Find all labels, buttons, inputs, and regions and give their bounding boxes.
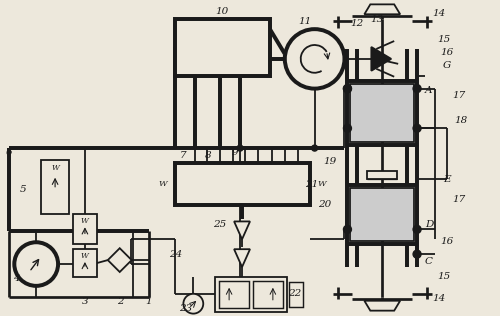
Text: 4: 4 bbox=[13, 274, 20, 283]
Circle shape bbox=[344, 85, 351, 93]
Circle shape bbox=[413, 250, 421, 258]
Text: W: W bbox=[81, 217, 89, 225]
Text: 3: 3 bbox=[82, 297, 88, 306]
Text: 13: 13 bbox=[370, 15, 384, 24]
Text: 1: 1 bbox=[146, 297, 152, 306]
Polygon shape bbox=[234, 249, 250, 267]
Circle shape bbox=[14, 242, 58, 286]
Bar bbox=[215, 277, 287, 312]
Bar bbox=[219, 281, 249, 308]
Text: G: G bbox=[443, 61, 451, 70]
Text: 14: 14 bbox=[432, 9, 446, 18]
Polygon shape bbox=[372, 47, 391, 71]
Text: W: W bbox=[318, 180, 326, 188]
Circle shape bbox=[237, 145, 243, 151]
Text: 16: 16 bbox=[440, 48, 454, 58]
Circle shape bbox=[413, 85, 421, 93]
Bar bbox=[289, 282, 302, 307]
Bar bbox=[350, 188, 414, 241]
Bar bbox=[73, 215, 97, 244]
Text: 5: 5 bbox=[20, 185, 26, 194]
Text: 7: 7 bbox=[180, 150, 186, 160]
Text: 15: 15 bbox=[438, 34, 450, 44]
Text: 21: 21 bbox=[305, 180, 318, 189]
Text: 24: 24 bbox=[169, 250, 182, 259]
Bar bbox=[368, 171, 397, 179]
Text: A: A bbox=[426, 86, 433, 95]
Text: 2: 2 bbox=[118, 297, 124, 306]
Circle shape bbox=[285, 29, 344, 88]
Text: W: W bbox=[81, 252, 89, 260]
Text: 12: 12 bbox=[351, 19, 364, 28]
Circle shape bbox=[344, 85, 351, 93]
Bar bbox=[41, 160, 69, 215]
Text: 6: 6 bbox=[6, 148, 12, 156]
Text: C: C bbox=[425, 257, 433, 265]
Circle shape bbox=[413, 124, 421, 132]
Polygon shape bbox=[234, 222, 250, 239]
Polygon shape bbox=[108, 248, 132, 272]
Text: 9: 9 bbox=[232, 148, 238, 156]
Bar bbox=[350, 84, 414, 142]
Circle shape bbox=[184, 294, 204, 313]
Text: 22: 22 bbox=[288, 289, 302, 298]
Text: W: W bbox=[51, 164, 59, 172]
Circle shape bbox=[344, 225, 351, 233]
Text: 17: 17 bbox=[452, 195, 466, 204]
Text: 17: 17 bbox=[452, 91, 466, 100]
Bar bbox=[253, 281, 283, 308]
Text: 23: 23 bbox=[178, 304, 192, 313]
Text: 15: 15 bbox=[438, 272, 450, 282]
Text: 14: 14 bbox=[432, 294, 446, 303]
Bar bbox=[73, 249, 97, 277]
Circle shape bbox=[344, 124, 351, 132]
Text: D: D bbox=[425, 220, 433, 229]
Text: 18: 18 bbox=[454, 116, 468, 125]
Text: 11: 11 bbox=[298, 17, 312, 26]
Text: 8: 8 bbox=[205, 150, 212, 160]
Bar bbox=[176, 163, 310, 204]
Polygon shape bbox=[364, 301, 400, 311]
Circle shape bbox=[413, 225, 421, 233]
Text: 10: 10 bbox=[216, 7, 229, 16]
Text: W: W bbox=[159, 180, 168, 188]
Text: 19: 19 bbox=[323, 157, 336, 167]
Bar bbox=[176, 19, 270, 76]
Text: E: E bbox=[443, 175, 450, 184]
Text: 20: 20 bbox=[318, 200, 331, 209]
Circle shape bbox=[312, 145, 318, 151]
Polygon shape bbox=[364, 4, 400, 14]
Text: 25: 25 bbox=[214, 220, 227, 229]
Text: 16: 16 bbox=[440, 237, 454, 246]
